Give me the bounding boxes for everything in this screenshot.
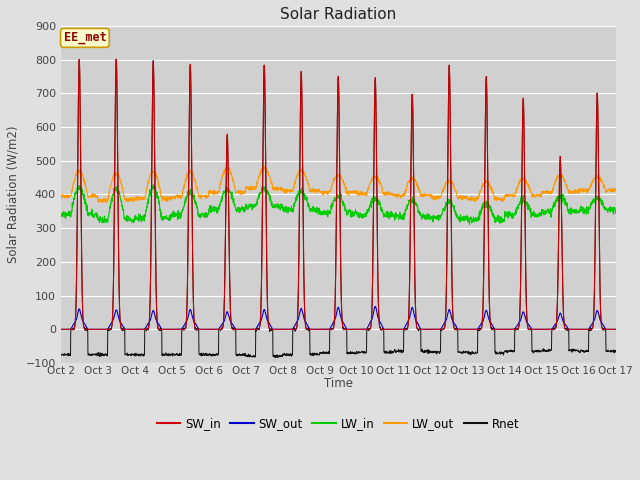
SW_in — [563, 326, 570, 332]
SW_out — [57, 326, 65, 332]
Line: SW_in: SW_in — [61, 59, 616, 329]
Rnet — [212, 353, 220, 359]
LW_in — [367, 201, 374, 207]
LW_in — [150, 182, 157, 188]
Title: Solar Radiation: Solar Radiation — [280, 7, 396, 22]
SW_out — [354, 326, 362, 332]
Rnet — [500, 351, 508, 357]
SW_in — [500, 326, 508, 332]
LW_in — [466, 222, 474, 228]
Line: SW_out: SW_out — [61, 306, 616, 329]
SW_out — [366, 320, 374, 325]
Rnet — [57, 353, 65, 359]
LW_in — [500, 216, 508, 222]
SW_in — [367, 325, 374, 331]
LW_out — [612, 186, 620, 192]
LW_in — [563, 200, 571, 205]
LW_out — [99, 200, 106, 205]
SW_in — [212, 326, 220, 332]
Text: EE_met: EE_met — [63, 31, 106, 44]
LW_out — [563, 183, 571, 189]
SW_in — [579, 326, 586, 332]
Rnet — [355, 349, 362, 355]
LW_out — [500, 195, 508, 201]
Rnet — [367, 324, 374, 330]
SW_in — [57, 326, 65, 332]
Line: LW_out: LW_out — [61, 167, 616, 203]
LW_out — [223, 164, 230, 169]
LW_out — [355, 191, 362, 196]
LW_in — [579, 206, 586, 212]
Rnet — [113, 56, 120, 62]
SW_out — [612, 326, 620, 332]
Y-axis label: Solar Radiation (W/m2): Solar Radiation (W/m2) — [7, 126, 20, 263]
LW_in — [212, 205, 220, 211]
SW_in — [76, 56, 83, 62]
LW_out — [579, 188, 586, 194]
SW_out — [371, 303, 379, 309]
SW_out — [563, 324, 570, 329]
X-axis label: Time: Time — [324, 377, 353, 390]
SW_out — [212, 326, 220, 332]
SW_out — [500, 326, 508, 332]
Legend: SW_in, SW_out, LW_in, LW_out, Rnet: SW_in, SW_out, LW_in, LW_out, Rnet — [152, 413, 525, 435]
Rnet — [612, 348, 620, 354]
SW_out — [579, 326, 586, 332]
LW_in — [612, 210, 620, 216]
Rnet — [579, 348, 586, 354]
LW_out — [57, 194, 65, 200]
LW_out — [367, 180, 374, 185]
LW_in — [355, 213, 362, 219]
LW_out — [212, 189, 220, 194]
LW_in — [57, 213, 65, 219]
Line: LW_in: LW_in — [61, 185, 616, 225]
SW_in — [612, 326, 620, 332]
Rnet — [563, 326, 571, 332]
Rnet — [274, 355, 282, 360]
Line: Rnet: Rnet — [61, 59, 616, 358]
SW_in — [355, 326, 362, 332]
